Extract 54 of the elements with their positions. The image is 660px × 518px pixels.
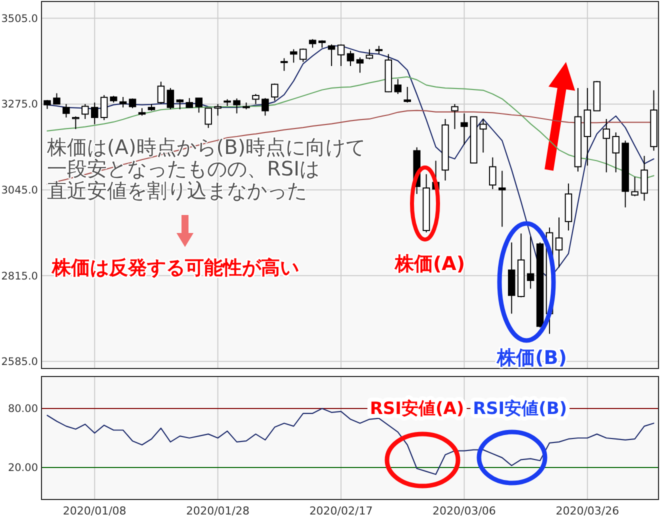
- candlestick: [328, 44, 336, 67]
- candlestick: [90, 102, 98, 125]
- candlestick: [271, 83, 278, 102]
- candlestick: [299, 48, 307, 62]
- candlestick: [498, 170, 506, 228]
- candlestick: [204, 108, 212, 128]
- candlestick: [72, 116, 80, 130]
- candlestick: [100, 94, 108, 121]
- annotation: 株価は反発する可能性が高い: [51, 257, 299, 279]
- candlestick: [252, 93, 260, 105]
- candlestick: [640, 155, 648, 202]
- candlestick: [612, 132, 620, 173]
- candlestick: [366, 48, 374, 60]
- candlestick: [290, 48, 298, 64]
- candlestick: [166, 88, 174, 110]
- x-tick-label: 2020/02/17: [309, 504, 373, 518]
- candlestick: [157, 81, 165, 105]
- candlestick: [82, 104, 89, 120]
- y-tick-label: 3045.0: [1, 184, 38, 197]
- candlestick: [451, 104, 458, 130]
- candlestick: [262, 98, 269, 116]
- candlestick: [337, 44, 345, 67]
- x-tick-label: 2020/01/28: [186, 504, 250, 518]
- candlestick: [62, 104, 70, 118]
- y-tick-label: 3505.0: [1, 12, 38, 25]
- candlestick: [460, 112, 468, 146]
- x-tick-label: 2020/01/08: [62, 504, 126, 518]
- candlestick: [214, 104, 222, 116]
- candlestick: [631, 176, 638, 197]
- y-tick-label: 20.00: [8, 462, 38, 474]
- candlestick: [480, 118, 487, 154]
- candlestick: [602, 118, 610, 173]
- candlestick: [53, 92, 60, 105]
- candlestick: [526, 236, 534, 290]
- y-tick-label: 3275.0: [1, 98, 38, 111]
- candlestick: [356, 56, 364, 74]
- candlestick: [195, 98, 202, 114]
- candlestick: [489, 156, 496, 190]
- candlestick: [176, 98, 184, 110]
- x-tick-label: 2020/03/26: [556, 504, 620, 518]
- x-tick-label: 2020/03/06: [432, 504, 496, 518]
- annotation: 株価(A): [394, 253, 466, 275]
- candlestick: [186, 98, 194, 108]
- y-tick-label: 80.00: [8, 403, 38, 416]
- y-tick-label: 2815.0: [1, 270, 38, 282]
- line-series: [46, 76, 654, 180]
- candlestick: [555, 216, 563, 268]
- candlestick: [280, 58, 288, 72]
- annotation: 株価(B): [496, 347, 567, 369]
- candlestick: [346, 50, 354, 67]
- candlestick: [233, 98, 240, 114]
- candlestick: [404, 86, 411, 104]
- y-tick-label: 2585.0: [1, 356, 38, 368]
- candlestick: [394, 78, 402, 94]
